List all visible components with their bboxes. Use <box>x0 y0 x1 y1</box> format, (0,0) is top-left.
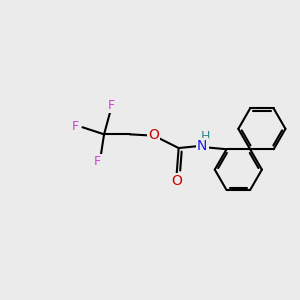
Text: O: O <box>148 128 159 142</box>
Text: N: N <box>197 139 207 153</box>
Text: H: H <box>201 130 210 143</box>
Text: O: O <box>171 174 182 188</box>
Text: F: F <box>72 120 79 133</box>
Text: F: F <box>108 99 115 112</box>
Text: F: F <box>94 155 101 168</box>
